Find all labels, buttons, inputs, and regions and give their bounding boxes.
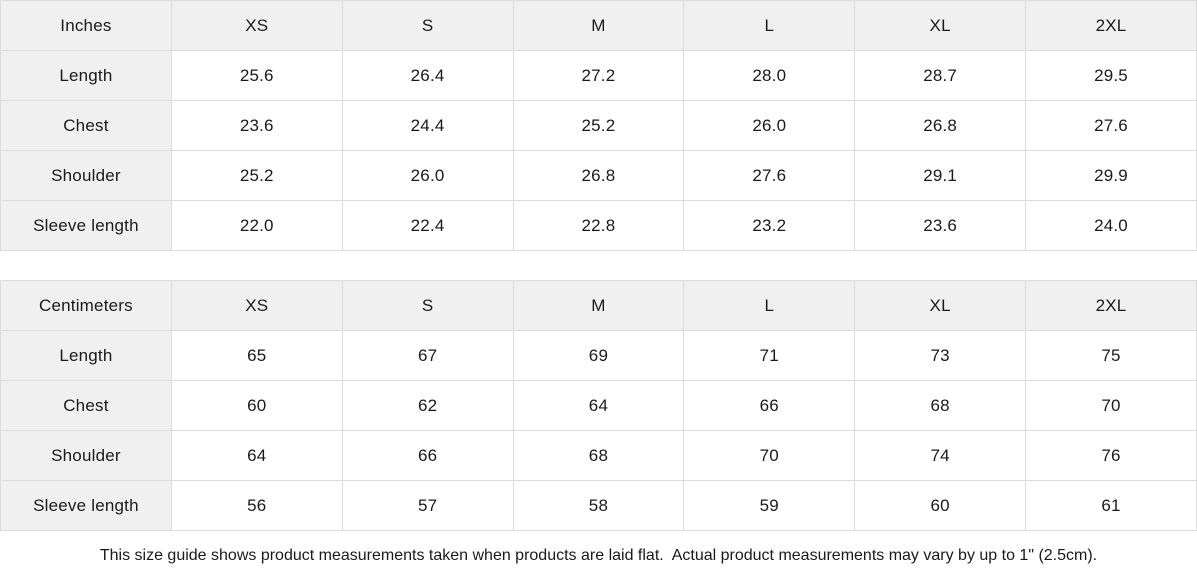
size-header-2xl: 2XL <box>1025 0 1197 51</box>
size-header-s: S <box>341 280 514 331</box>
measurement-value: 74 <box>854 430 1027 481</box>
measurement-value: 66 <box>341 430 514 481</box>
measurement-value: 28.7 <box>854 50 1027 101</box>
measurement-value: 26.8 <box>854 100 1027 151</box>
measurement-value: 22.4 <box>341 200 514 251</box>
size-table-inches-body: Length 25.6 26.4 27.2 28.0 28.7 29.5 Chest 23.6 2… <box>0 50 1197 251</box>
measurement-value: 23.2 <box>683 200 856 251</box>
measurement-value: 70 <box>683 430 856 481</box>
size-table-centimeters-body: Length 65 67 69 71 73 75 Chest 60 62 64 66 68 70 Shoul… <box>0 330 1197 531</box>
size-header-l: L <box>683 280 856 331</box>
table-row: Length 65 67 69 71 73 75 <box>0 330 1197 381</box>
measurement-value: 29.5 <box>1025 50 1197 101</box>
measurement-value: 24.4 <box>341 100 514 151</box>
table-row: Shoulder 25.2 26.0 26.8 27.6 29.1 29.9 <box>0 150 1197 201</box>
size-header-m: M <box>512 280 685 331</box>
table-row: Length 25.6 26.4 27.2 28.0 28.7 29.5 <box>0 50 1197 101</box>
measurement-label: Length <box>0 50 172 101</box>
table-row: Chest 23.6 24.4 25.2 26.0 26.8 27.6 <box>0 100 1197 151</box>
size-header-xs: XS <box>170 280 343 331</box>
size-table-centimeters: Centimeters XS S M L XL 2XL Length 65 67 69 71 73 75… <box>0 280 1197 531</box>
measurement-label: Length <box>0 330 172 381</box>
measurement-value: 25.6 <box>170 50 343 101</box>
measurement-value: 70 <box>1025 380 1197 431</box>
size-guide-note: This size guide shows product measuremen… <box>0 531 1197 580</box>
unit-header-inches: Inches <box>0 0 172 51</box>
header-row: Centimeters XS S M L XL 2XL <box>0 280 1197 331</box>
size-table-centimeters-header: Centimeters XS S M L XL 2XL <box>0 280 1197 331</box>
measurement-value: 67 <box>341 330 514 381</box>
measurement-value: 23.6 <box>170 100 343 151</box>
measurement-value: 27.2 <box>512 50 685 101</box>
measurement-value: 23.6 <box>854 200 1027 251</box>
table-row: Sleeve length 22.0 22.4 22.8 23.2 23.6 24.0 <box>0 200 1197 251</box>
table-spacer <box>0 251 1197 280</box>
measurement-value: 75 <box>1025 330 1197 381</box>
measurement-value: 22.0 <box>170 200 343 251</box>
measurement-value: 68 <box>854 380 1027 431</box>
size-header-xl: XL <box>854 0 1027 51</box>
measurement-value: 61 <box>1025 480 1197 531</box>
measurement-value: 26.4 <box>341 50 514 101</box>
size-header-l: L <box>683 0 856 51</box>
measurement-label: Chest <box>0 100 172 151</box>
size-header-m: M <box>512 0 685 51</box>
measurement-value: 27.6 <box>1025 100 1197 151</box>
size-header-2xl: 2XL <box>1025 280 1197 331</box>
measurement-label: Sleeve length <box>0 200 172 251</box>
unit-header-centimeters: Centimeters <box>0 280 172 331</box>
measurement-value: 28.0 <box>683 50 856 101</box>
measurement-value: 64 <box>512 380 685 431</box>
header-row: Inches XS S M L XL 2XL <box>0 0 1197 51</box>
measurement-value: 64 <box>170 430 343 481</box>
measurement-value: 76 <box>1025 430 1197 481</box>
measurement-value: 56 <box>170 480 343 531</box>
size-header-xl: XL <box>854 280 1027 331</box>
measurement-label: Shoulder <box>0 150 172 201</box>
measurement-value: 57 <box>341 480 514 531</box>
measurement-value: 22.8 <box>512 200 685 251</box>
measurement-label: Sleeve length <box>0 480 172 531</box>
measurement-value: 65 <box>170 330 343 381</box>
size-table-inches: Inches XS S M L XL 2XL Length 25.6 26.4 27.2 28.0 2… <box>0 0 1197 251</box>
measurement-value: 25.2 <box>512 100 685 151</box>
measurement-value: 24.0 <box>1025 200 1197 251</box>
measurement-value: 26.0 <box>683 100 856 151</box>
measurement-value: 60 <box>170 380 343 431</box>
measurement-value: 26.8 <box>512 150 685 201</box>
measurement-value: 26.0 <box>341 150 514 201</box>
table-row: Sleeve length 56 57 58 59 60 61 <box>0 480 1197 531</box>
table-row: Shoulder 64 66 68 70 74 76 <box>0 430 1197 481</box>
measurement-value: 59 <box>683 480 856 531</box>
size-table-inches-header: Inches XS S M L XL 2XL <box>0 0 1197 51</box>
measurement-label: Chest <box>0 380 172 431</box>
measurement-value: 68 <box>512 430 685 481</box>
size-header-s: S <box>341 0 514 51</box>
measurement-value: 60 <box>854 480 1027 531</box>
measurement-value: 71 <box>683 330 856 381</box>
measurement-value: 27.6 <box>683 150 856 201</box>
table-row: Chest 60 62 64 66 68 70 <box>0 380 1197 431</box>
measurement-value: 69 <box>512 330 685 381</box>
measurement-value: 66 <box>683 380 856 431</box>
measurement-label: Shoulder <box>0 430 172 481</box>
measurement-value: 29.9 <box>1025 150 1197 201</box>
measurement-value: 58 <box>512 480 685 531</box>
measurement-value: 73 <box>854 330 1027 381</box>
measurement-value: 62 <box>341 380 514 431</box>
measurement-value: 25.2 <box>170 150 343 201</box>
measurement-value: 29.1 <box>854 150 1027 201</box>
size-header-xs: XS <box>170 0 343 51</box>
